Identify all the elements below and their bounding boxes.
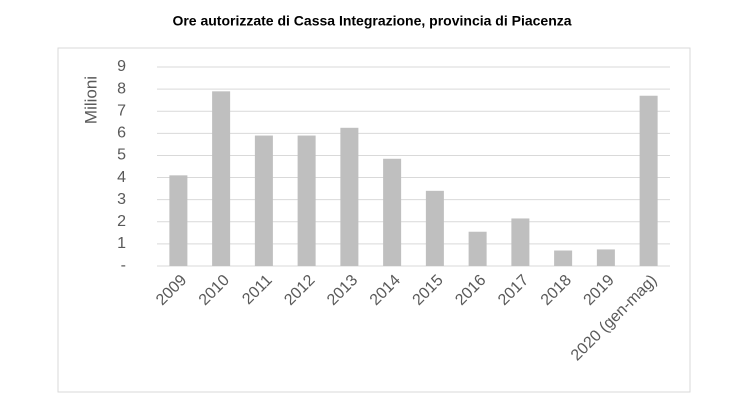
x-tick-label: 2014 [367,272,404,309]
bar [468,231,487,266]
y-tick-label: 5 [117,147,126,164]
bar [383,158,402,266]
bar [554,250,573,266]
x-tick-label: 2015 [409,272,446,309]
y-tick-label: 2 [117,213,126,230]
bar [169,175,188,266]
bar [340,127,359,266]
x-tick-label: 2013 [324,272,361,309]
y-tick-label: 4 [117,169,126,186]
y-tick-label: 3 [117,191,126,208]
x-tick-label: 2009 [153,272,190,309]
y-tick-label: 7 [117,102,126,119]
x-tick-label: 2019 [580,272,617,309]
y-tick-label: - [121,257,126,274]
bar [639,95,658,266]
x-tick-label: 2016 [452,272,489,309]
bar [297,135,316,266]
y-tick-label: 9 [117,58,126,75]
bar [254,135,273,266]
x-tick-label: 2017 [495,272,532,309]
x-tick-label: 2012 [281,272,318,309]
x-tick-label: 2018 [538,272,575,309]
y-axis-label: Milioni [81,76,100,124]
bar [425,190,444,266]
bar [511,218,530,266]
y-tick-label: 6 [117,125,126,142]
x-tick-label: 2010 [196,272,233,309]
x-tick-label: 2011 [239,272,275,308]
bar [596,249,615,266]
y-tick-label: 1 [117,235,126,252]
y-tick-label: 8 [117,80,126,97]
bar [212,91,231,266]
chart-title: Ore autorizzate di Cassa Integrazione, p… [172,13,571,29]
chart-border [57,47,691,393]
